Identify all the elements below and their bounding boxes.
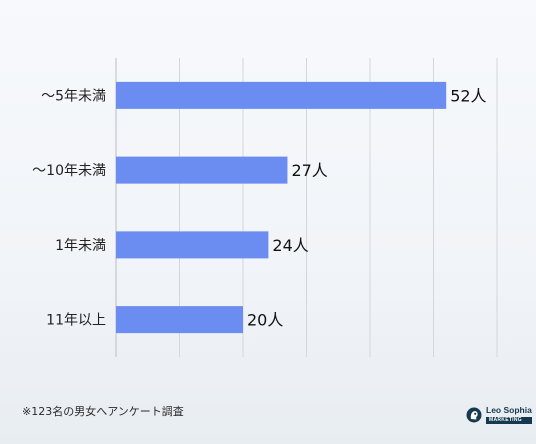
brand-name: Leo Sophia [486, 405, 532, 415]
category-label: 1年未満 [55, 238, 106, 254]
brand-tagline: MARKETING [486, 416, 532, 424]
value-label: 20人 [247, 311, 283, 330]
category-labels: ～5年未満 ～10年未満 1年未満 11年以上 [32, 88, 106, 328]
brand-logo: Leo Sophia MARKETING [466, 406, 532, 424]
chart-bars [116, 81, 447, 334]
value-label: 24人 [272, 236, 308, 255]
value-labels: 52人 27人 24人 20人 [247, 86, 487, 329]
category-label: ～10年未満 [32, 163, 106, 179]
value-label: 27人 [291, 161, 327, 180]
value-label: 52人 [450, 86, 486, 105]
bar [116, 81, 447, 109]
bar-chart: ～5年未満 ～10年未満 1年未満 11年以上 52人 27人 24人 20人 [32, 58, 498, 357]
bar [116, 156, 288, 184]
bar [116, 231, 269, 259]
survey-footnote: ※123名の男女へアンケート調査 [22, 405, 184, 418]
category-label: 11年以上 [46, 313, 106, 329]
brand-head-icon [466, 407, 482, 423]
category-label: ～5年未満 [41, 88, 106, 104]
bar [116, 306, 243, 334]
